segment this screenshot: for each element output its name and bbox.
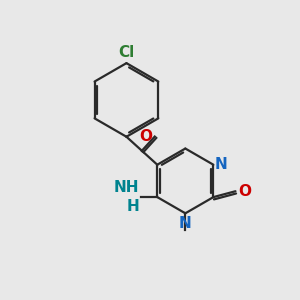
Text: O: O <box>140 129 152 144</box>
Text: Cl: Cl <box>118 45 135 60</box>
Text: H: H <box>127 200 140 214</box>
Text: N: N <box>215 157 228 172</box>
Text: NH: NH <box>114 180 140 195</box>
Text: N: N <box>179 216 192 231</box>
Text: O: O <box>238 184 251 199</box>
